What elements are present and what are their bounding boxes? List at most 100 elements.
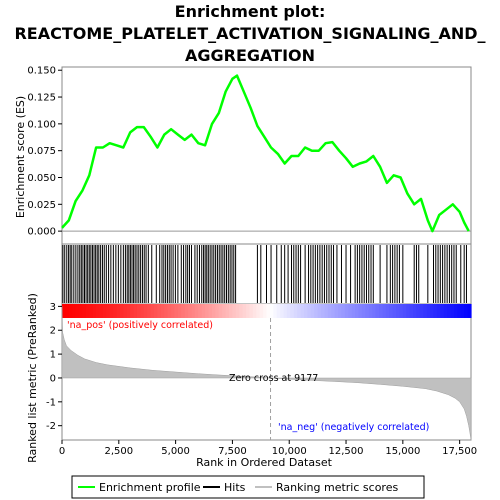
color-bar-segment — [201, 304, 206, 318]
x-tick-label: 5,000 — [161, 446, 190, 457]
x-tick-label: 10,000 — [272, 446, 307, 457]
color-bar-segment — [402, 304, 407, 318]
color-bar-segment — [181, 304, 186, 318]
legend-label-metric: Ranking metric scores — [276, 481, 398, 494]
es-y-tick-label: 0.100 — [27, 119, 56, 130]
x-tick-label: 0 — [59, 446, 65, 457]
metric-y-tick-label: 2 — [50, 326, 56, 337]
legend-label-profile: Enrichment profile — [99, 481, 201, 494]
axis-layer: 0.000 0.025 0.050 0.075 0.100 0.125 0.150 3 2 1 0 -… — [27, 66, 477, 457]
color-bar-segment — [293, 304, 298, 318]
color-bar-segment — [143, 304, 148, 318]
color-bar-segment — [177, 304, 182, 318]
metric-y-tick-label: -1 — [46, 397, 56, 408]
color-bar-segment — [399, 304, 404, 318]
color-bar-segment — [96, 304, 101, 318]
color-bar-segment — [222, 304, 227, 318]
color-bar-segment — [361, 304, 366, 318]
title-line-1: Enrichment plot: — [175, 2, 326, 21]
x-tick-label: 7,500 — [218, 446, 247, 457]
color-bar-segment — [419, 304, 424, 318]
color-bar-segment — [160, 304, 165, 318]
color-bar-segment — [297, 304, 302, 318]
color-bar-segment — [430, 304, 435, 318]
color-bar-segment — [198, 304, 203, 318]
color-bar-segment — [307, 304, 312, 318]
color-bar-segment — [126, 304, 131, 318]
color-bar-segment — [194, 304, 199, 318]
color-bar-segment — [355, 304, 360, 318]
color-bar-segment — [65, 304, 70, 318]
x-tick-label: 12,500 — [329, 446, 364, 457]
color-bar-segment — [174, 304, 179, 318]
color-bar-segment — [389, 304, 394, 318]
color-bar-segment — [119, 304, 124, 318]
color-bar-segment — [225, 304, 230, 318]
color-bar-segment — [331, 304, 336, 318]
color-bar-segment — [324, 304, 329, 318]
es-y-tick-label: 0.000 — [27, 227, 56, 238]
color-bar-segment — [62, 304, 67, 318]
color-bar-segment — [164, 304, 169, 318]
color-bar-segment — [283, 304, 288, 318]
es-layer — [61, 74, 471, 233]
color-bar-segment — [314, 304, 319, 318]
metric-y-tick-label: 0 — [50, 373, 56, 384]
color-bar-segment — [215, 304, 220, 318]
color-bar-segment — [396, 304, 401, 318]
color-bar-segment — [89, 304, 94, 318]
x-tick-label: 17,500 — [442, 446, 477, 457]
color-bar-segment — [154, 304, 159, 318]
color-bar-segment — [157, 304, 162, 318]
color-bar-segment — [300, 304, 305, 318]
color-bar-segment — [303, 304, 308, 318]
color-bar-segment — [68, 304, 73, 318]
color-bar-segment — [218, 304, 223, 318]
color-bar-segment — [334, 304, 339, 318]
color-bar-segment — [208, 304, 213, 318]
color-bar-segment — [72, 304, 77, 318]
color-bar-segment — [457, 304, 462, 318]
color-bar-segment — [409, 304, 414, 318]
color-bar-segment — [263, 304, 268, 318]
color-bar-segment — [205, 304, 210, 318]
color-bar-segment — [150, 304, 155, 318]
color-bar-segment — [184, 304, 189, 318]
color-bar-segment — [109, 304, 114, 318]
color-bar-segment — [85, 304, 90, 318]
color-bar-segment — [269, 304, 274, 318]
color-bar-segment — [375, 304, 380, 318]
color-bar-segment — [147, 304, 152, 318]
color-bar-segment — [273, 304, 278, 318]
color-bar-segment — [365, 304, 370, 318]
color-bar-segment — [372, 304, 377, 318]
es-panel-frame — [61, 66, 472, 245]
zero-cross-label: Zero cross at 9177 — [229, 373, 318, 384]
color-bar-segment — [266, 304, 271, 318]
color-bar-segment — [317, 304, 322, 318]
color-bar-segment — [382, 304, 387, 318]
es-y-tick-label: 0.025 — [27, 200, 56, 211]
color-bar-segment — [467, 304, 472, 318]
es-y-tick-label: 0.125 — [27, 93, 56, 104]
color-bar-segment — [321, 304, 326, 318]
hits-layer — [62, 245, 472, 318]
x-axis-label: Rank in Ordered Dataset — [196, 456, 333, 469]
color-bar-segment — [464, 304, 469, 318]
color-bar-segment — [188, 304, 193, 318]
color-bar-segment — [75, 304, 80, 318]
metric-y-tick-label: 1 — [50, 350, 56, 361]
pos-correlated-label: 'na_pos' (positively correlated) — [67, 320, 213, 331]
color-bar-segment — [232, 304, 237, 318]
color-bar-segment — [426, 304, 431, 318]
title-line-3: AGGREGATION — [185, 46, 315, 65]
color-bar-segment — [348, 304, 353, 318]
color-bar-segment — [385, 304, 390, 318]
color-bar-segment — [341, 304, 346, 318]
es-y-tick-label: 0.050 — [27, 173, 56, 184]
enrichment-profile-line — [61, 74, 470, 233]
es-y-tick-label: 0.075 — [27, 146, 56, 157]
color-bar-segment — [433, 304, 438, 318]
color-bar-segment — [116, 304, 121, 318]
